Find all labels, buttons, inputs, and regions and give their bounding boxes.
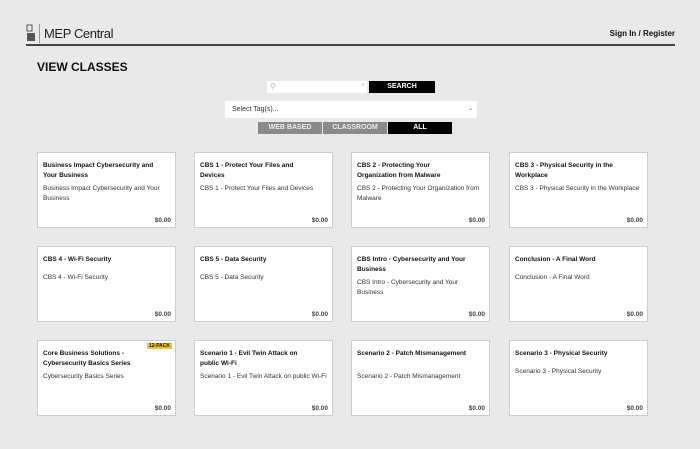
tag-select-value: Select Tag(s)... bbox=[232, 106, 279, 113]
card-title: Scenario 2 - Patch Mismanagement bbox=[357, 350, 467, 357]
tab-web-based[interactable]: WEB BASED bbox=[258, 122, 322, 134]
site-header: MEP Central Sign In / Register bbox=[26, 24, 675, 46]
class-card[interactable]: CBS 1 - Protect Your Files and Devices C… bbox=[194, 152, 333, 228]
class-card[interactable]: Business Impact Cybersecurity and Your B… bbox=[37, 152, 176, 228]
search-button[interactable]: SEARCH bbox=[369, 81, 435, 93]
logo-divider bbox=[39, 24, 40, 43]
card-description: CBS 1 - Protect Your Files and Devices bbox=[200, 185, 314, 192]
card-price: $0.00 bbox=[154, 405, 171, 412]
card-title: CBS 4 - Wi-Fi Security bbox=[43, 256, 112, 263]
class-card[interactable]: Conclusion - A Final Word Conclusion - A… bbox=[509, 246, 648, 322]
class-card[interactable]: CBS 2 - Protecting Your Organization fro… bbox=[351, 152, 490, 228]
pack-badge: 12-PACK bbox=[146, 343, 172, 349]
class-card[interactable]: 12-PACK Core Business Solutions - Cyberse… bbox=[37, 340, 176, 416]
card-title: CBS 3 - Physical Security in the Workpla… bbox=[515, 162, 613, 179]
logo-icon bbox=[26, 24, 35, 41]
search-icon: ⚲ bbox=[270, 82, 276, 91]
logo-text[interactable]: MEP Central bbox=[44, 26, 114, 41]
card-description: CBS 5 - Data Security bbox=[200, 274, 264, 281]
class-card[interactable]: CBS 5 - Data Security CBS 5 - Data Secur… bbox=[194, 246, 333, 322]
card-description: CBS 3 - Physical Security in the Workpla… bbox=[515, 185, 640, 192]
card-price: $0.00 bbox=[626, 405, 643, 412]
card-description: CBS Intro - Cybersecurity and Your Busin… bbox=[357, 279, 459, 296]
card-price: $0.00 bbox=[626, 311, 643, 318]
tag-select[interactable]: Select Tag(s)... ⌄ bbox=[225, 101, 477, 118]
card-title: Scenario 3 - Physical Security bbox=[515, 350, 608, 357]
card-description: Conclusion - A Final Word bbox=[515, 274, 590, 281]
card-price: $0.00 bbox=[468, 311, 485, 318]
class-card[interactable]: Scenario 1 - Evil Twin Attack on public … bbox=[194, 340, 333, 416]
class-card[interactable]: Scenario 3 - Physical Security Scenario … bbox=[509, 340, 648, 416]
card-description: CBS 4 - Wi-Fi Security bbox=[43, 274, 109, 281]
card-description: Cybersecurity Basics Series bbox=[43, 373, 124, 380]
class-card[interactable]: Scenario 2 - Patch Mismanagement Scenari… bbox=[351, 340, 490, 416]
type-filter-tabs: WEB BASED CLASSROOM ALL bbox=[258, 122, 452, 134]
sign-in-register-link[interactable]: Sign In / Register bbox=[609, 29, 675, 38]
card-title: CBS 5 - Data Security bbox=[200, 256, 267, 263]
card-description: CBS 2 - Protecting Your Organization fro… bbox=[357, 185, 480, 202]
tab-classroom[interactable]: CLASSROOM bbox=[323, 122, 387, 134]
class-card[interactable]: CBS Intro - Cybersecurity and Your Busin… bbox=[351, 246, 490, 322]
card-description: Business Impact Cybersecurity and Your B… bbox=[43, 185, 160, 202]
card-price: $0.00 bbox=[154, 217, 171, 224]
card-price: $0.00 bbox=[311, 311, 328, 318]
card-title: Core Business Solutions - Cybersecurity … bbox=[43, 350, 131, 367]
class-card[interactable]: CBS 4 - Wi-Fi Security CBS 4 - Wi-Fi Sec… bbox=[37, 246, 176, 322]
card-title: CBS 2 - Protecting Your Organization fro… bbox=[357, 162, 441, 179]
class-card[interactable]: CBS 3 - Physical Security in the Workpla… bbox=[509, 152, 648, 228]
search-input[interactable] bbox=[267, 81, 367, 93]
tab-all[interactable]: ALL bbox=[388, 122, 452, 134]
card-title: CBS Intro - Cybersecurity and Your Busin… bbox=[357, 256, 466, 273]
card-title: Business Impact Cybersecurity and Your B… bbox=[43, 162, 154, 179]
card-price: $0.00 bbox=[311, 217, 328, 224]
card-price: $0.00 bbox=[311, 405, 328, 412]
card-title: Conclusion - A Final Word bbox=[515, 256, 596, 263]
card-price: $0.00 bbox=[154, 311, 171, 318]
card-description: Scenario 3 - Physical Security bbox=[515, 368, 602, 375]
card-description: Scenario 1 - Evil Twin Attack on public … bbox=[200, 373, 327, 380]
card-price: $0.00 bbox=[468, 405, 485, 412]
card-title: Scenario 1 - Evil Twin Attack on public … bbox=[200, 350, 298, 367]
card-description: Scenario 2 - Patch Mismanagement bbox=[357, 373, 461, 380]
clear-icon[interactable]: × bbox=[361, 82, 366, 89]
card-title: CBS 1 - Protect Your Files and Devices bbox=[200, 162, 294, 179]
page-title: VIEW CLASSES bbox=[37, 60, 128, 74]
card-price: $0.00 bbox=[626, 217, 643, 224]
chevron-down-icon: ⌄ bbox=[467, 106, 473, 112]
card-price: $0.00 bbox=[468, 217, 485, 224]
